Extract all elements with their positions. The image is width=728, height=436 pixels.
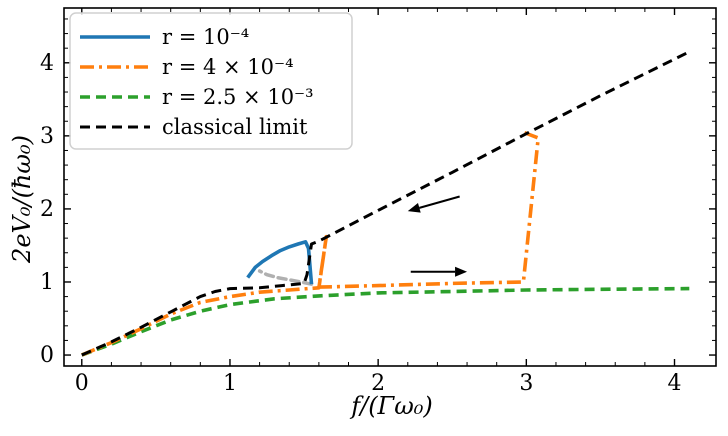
tick-labels: 0 1 2 3 4 0 1 2 3 4: [40, 51, 682, 396]
arrow-head-1: [455, 266, 468, 277]
annotation-arrows: [407, 195, 468, 277]
x-tick-label: 0: [75, 371, 89, 396]
series-line-1: [81, 130, 541, 357]
arrow-head-0: [407, 203, 421, 213]
legend: r = 10⁻⁴ r = 4 × 10⁻⁴ r = 2.5 × 10⁻³ classi…: [69, 12, 353, 150]
x-tick-label: 2: [371, 371, 385, 396]
curves: [81, 50, 690, 357]
unstable-branch-line: [257, 269, 314, 286]
y-tick-label: 2: [40, 197, 54, 222]
arrow-shaft-0: [419, 195, 460, 209]
x-tick-label: 1: [223, 371, 237, 396]
legend-label-2: r = 2.5 × 10⁻³: [162, 85, 314, 109]
y-tick-label: 0: [40, 343, 54, 368]
series-line-3: [81, 50, 690, 357]
y-tick-label: 4: [40, 51, 54, 76]
x-axis-label: f/(Γω₀): [349, 392, 433, 420]
legend-label-0: r = 10⁻⁴: [162, 25, 249, 49]
legend-box: [69, 12, 353, 150]
legend-label-1: r = 4 × 10⁻⁴: [162, 55, 294, 79]
legend-label-3: classical limit: [162, 115, 308, 139]
series-line-2: [81, 286, 690, 357]
x-tick-label: 3: [519, 371, 533, 396]
y-tick-label: 3: [40, 124, 54, 149]
y-tick-label: 1: [40, 270, 54, 295]
x-tick-label: 4: [668, 371, 682, 396]
plot-frame: [63, 7, 717, 367]
series-line-0: [246, 240, 314, 285]
axis-ticks: [64, 8, 716, 366]
y-axis-label: 2eV₀/(ħω₀): [8, 135, 36, 264]
